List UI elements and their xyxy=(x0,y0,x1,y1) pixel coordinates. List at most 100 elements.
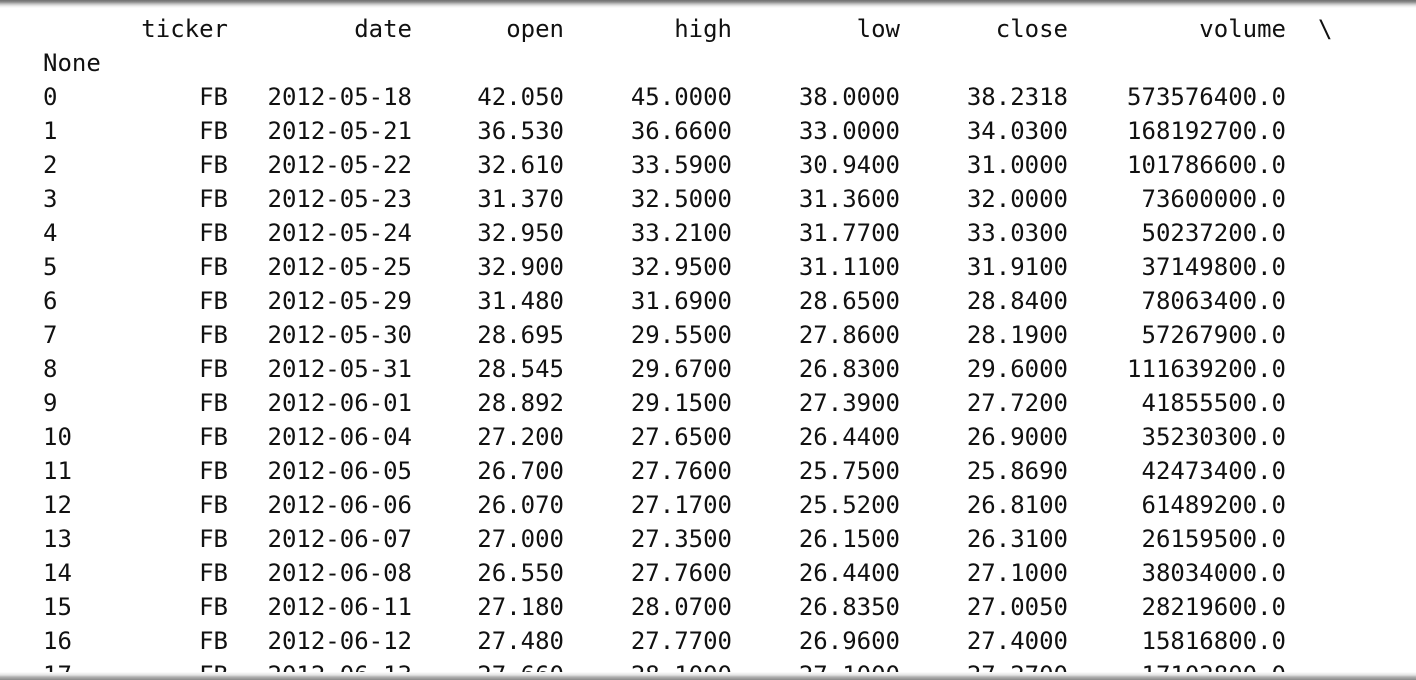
cell-close: 31.9100 xyxy=(966,253,1068,281)
cell-ticker: FB xyxy=(199,219,228,247)
table-row: 4 FB 2012-05-24 32.950 33.2100 31.7700 33.0300… xyxy=(0,216,1416,250)
cell-high: 32.9500 xyxy=(630,253,732,281)
header-row: ticker date open high low close volume \ xyxy=(0,12,1416,46)
column-header-low: low xyxy=(856,15,900,43)
cell-low: 25.7500 xyxy=(798,457,900,485)
cell-low: 28.6500 xyxy=(798,287,900,315)
table-row: 5 FB 2012-05-25 32.900 32.9500 31.1100 31.9100… xyxy=(0,250,1416,284)
cell-volume: 61489200.0 xyxy=(1141,491,1287,519)
cell-low: 26.9600 xyxy=(798,627,900,655)
cell-date: 2012-05-18 xyxy=(267,83,413,111)
cell-volume: 42473400.0 xyxy=(1141,457,1287,485)
cell-ticker: FB xyxy=(199,151,228,179)
row-index: 7 xyxy=(43,321,58,349)
row-index: 15 xyxy=(43,593,72,621)
cell-date: 2012-06-07 xyxy=(267,525,413,553)
cell-high: 33.2100 xyxy=(630,219,732,247)
cell-ticker: FB xyxy=(199,185,228,213)
cell-volume: 573576400.0 xyxy=(1127,83,1286,111)
cell-volume: 57267900.0 xyxy=(1141,321,1287,349)
cell-date: 2012-06-04 xyxy=(267,423,413,451)
cell-open: 32.900 xyxy=(477,253,564,281)
cell-close: 25.8690 xyxy=(966,457,1068,485)
cell-ticker: FB xyxy=(199,491,228,519)
cell-volume: 15816800.0 xyxy=(1141,627,1287,655)
cell-close: 26.3100 xyxy=(966,525,1068,553)
cell-close: 28.8400 xyxy=(966,287,1068,315)
cell-date: 2012-05-24 xyxy=(267,219,413,247)
cell-low: 26.1500 xyxy=(798,525,900,553)
table-row: 0 FB 2012-05-18 42.050 45.0000 38.0000 38.2318… xyxy=(0,80,1416,114)
cell-date: 2012-06-01 xyxy=(267,389,413,417)
cell-open: 27.200 xyxy=(477,423,564,451)
column-header-volume: volume xyxy=(1199,15,1286,43)
column-header-open: open xyxy=(506,15,564,43)
cell-high: 27.1700 xyxy=(630,491,732,519)
cell-open: 42.050 xyxy=(477,83,564,111)
cell-ticker: FB xyxy=(199,627,228,655)
table-row: 16 FB 2012-06-12 27.480 27.7700 26.9600 27.400… xyxy=(0,624,1416,658)
cell-date: 2012-06-08 xyxy=(267,559,413,587)
row-index: 16 xyxy=(43,627,72,655)
cell-close: 31.0000 xyxy=(966,151,1068,179)
cell-close: 26.8100 xyxy=(966,491,1068,519)
top-edge-shadow xyxy=(0,0,1416,8)
cell-open: 31.480 xyxy=(477,287,564,315)
table-row: 6 FB 2012-05-29 31.480 31.6900 28.6500 28.8400… xyxy=(0,284,1416,318)
table-row: 8 FB 2012-05-31 28.545 29.6700 26.8300 29.6000… xyxy=(0,352,1416,386)
cell-open: 31.370 xyxy=(477,185,564,213)
cell-volume: 28219600.0 xyxy=(1141,593,1287,621)
cell-high: 31.6900 xyxy=(630,287,732,315)
table-row: 1 FB 2012-05-21 36.530 36.6600 33.0000 34.0300… xyxy=(0,114,1416,148)
cell-open: 28.892 xyxy=(477,389,564,417)
cell-ticker: FB xyxy=(199,117,228,145)
row-index: 14 xyxy=(43,559,72,587)
cell-date: 2012-06-12 xyxy=(267,627,413,655)
cell-date: 2012-05-30 xyxy=(267,321,413,349)
continuation-marker: \ xyxy=(1318,15,1333,43)
cell-volume: 37149800.0 xyxy=(1141,253,1287,281)
bottom-edge-shadow xyxy=(0,672,1416,680)
cell-close: 27.7200 xyxy=(966,389,1068,417)
cell-open: 32.610 xyxy=(477,151,564,179)
cell-ticker: FB xyxy=(199,559,228,587)
cell-volume: 111639200.0 xyxy=(1127,355,1286,383)
column-header-high: high xyxy=(674,15,732,43)
cell-close: 27.4000 xyxy=(966,627,1068,655)
row-index: 2 xyxy=(43,151,58,179)
table-row: 12 FB 2012-06-06 26.070 27.1700 25.5200 26.810… xyxy=(0,488,1416,522)
row-index: 10 xyxy=(43,423,72,451)
table-row: 3 FB 2012-05-23 31.370 32.5000 31.3600 32.0000… xyxy=(0,182,1416,216)
row-index: 3 xyxy=(43,185,58,213)
table-row: 15 FB 2012-06-11 27.180 28.0700 26.8350 27.005… xyxy=(0,590,1416,624)
cell-open: 32.950 xyxy=(477,219,564,247)
row-index: 4 xyxy=(43,219,58,247)
cell-volume: 35230300.0 xyxy=(1141,423,1287,451)
row-index: 9 xyxy=(43,389,58,417)
cell-ticker: FB xyxy=(199,321,228,349)
row-index: 12 xyxy=(43,491,72,519)
cell-ticker: FB xyxy=(199,355,228,383)
cell-low: 27.3900 xyxy=(798,389,900,417)
cell-date: 2012-05-23 xyxy=(267,185,413,213)
cell-volume: 78063400.0 xyxy=(1141,287,1287,315)
cell-high: 27.3500 xyxy=(630,525,732,553)
cell-volume: 101786600.0 xyxy=(1127,151,1286,179)
cell-volume: 41855500.0 xyxy=(1141,389,1287,417)
table-row: 2 FB 2012-05-22 32.610 33.5900 30.9400 31.0000… xyxy=(0,148,1416,182)
cell-ticker: FB xyxy=(199,253,228,281)
row-index: 11 xyxy=(43,457,72,485)
cell-date: 2012-05-22 xyxy=(267,151,413,179)
cell-volume: 168192700.0 xyxy=(1127,117,1286,145)
cell-open: 26.550 xyxy=(477,559,564,587)
cell-ticker: FB xyxy=(199,457,228,485)
cell-ticker: FB xyxy=(199,423,228,451)
cell-low: 31.7700 xyxy=(798,219,900,247)
cell-open: 28.545 xyxy=(477,355,564,383)
cell-close: 34.0300 xyxy=(966,117,1068,145)
cell-high: 27.7600 xyxy=(630,457,732,485)
cell-open: 27.480 xyxy=(477,627,564,655)
cell-low: 26.8350 xyxy=(798,593,900,621)
cell-open: 26.070 xyxy=(477,491,564,519)
cell-low: 30.9400 xyxy=(798,151,900,179)
